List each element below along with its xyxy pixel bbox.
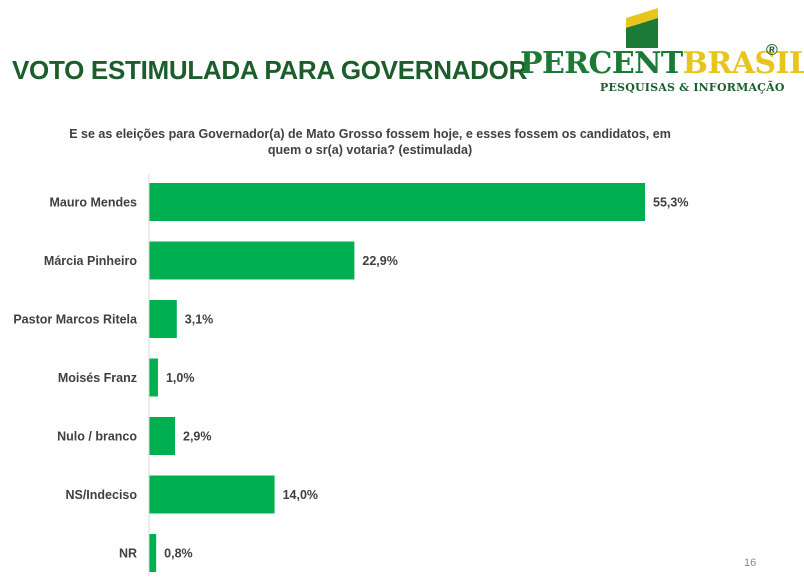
category-label-ns-indeciso: NS/Indeciso	[65, 488, 137, 502]
category-label-nulo-branco: Nulo / branco	[57, 430, 137, 444]
percentbrasil-logo: PERCENTBRASIL ® PESQUISAS & INFORMAÇÃO	[520, 4, 804, 100]
value-label-nr: 0,8%	[164, 547, 193, 561]
category-label-mauro-mendes: Mauro Mendes	[49, 196, 137, 210]
category-label-moises-franz: Moisés Franz	[58, 371, 137, 385]
value-label-mauro-mendes: 55,3%	[653, 196, 688, 210]
bar-pastor-marcos-ritela	[149, 300, 177, 338]
page-number: 16	[744, 557, 757, 569]
bar-ns-indeciso	[149, 475, 275, 514]
bar-nulo-branco	[149, 417, 176, 455]
value-label-pastor-marcos-ritela: 3,1%	[185, 313, 214, 327]
logo-name-part1: PERCENT	[520, 46, 683, 81]
logo-registered-mark: ®	[766, 42, 778, 59]
value-label-ns-indeciso: 14,0%	[283, 488, 318, 502]
bar-mauro-mendes	[149, 183, 645, 221]
category-label-nr: NR	[119, 547, 137, 561]
value-label-moises-franz: 1,0%	[166, 371, 195, 385]
logo-name: PERCENTBRASIL	[520, 48, 804, 80]
value-label-nulo-branco: 2,9%	[183, 430, 212, 444]
logo-tagline: PESQUISAS & INFORMAÇÃO	[600, 81, 785, 94]
logo-flag-icon	[626, 8, 658, 48]
slide-title: VOTO ESTIMULADA PARA GOVERNADOR	[12, 55, 528, 85]
chart-question: E se as eleições para Governador(a) de M…	[69, 127, 671, 157]
bar-moises-franz	[149, 358, 158, 397]
bar-marcia-pinheiro	[149, 241, 355, 280]
value-label-marcia-pinheiro: 22,9%	[362, 254, 397, 268]
bar-nr	[149, 534, 157, 572]
category-label-marcia-pinheiro: Márcia Pinheiro	[44, 254, 137, 268]
bar-chart: Mauro Mendes 55,3% Márcia Pinheiro 22,9% Pas…	[13, 174, 688, 576]
logo-name-part2: BRASIL	[682, 46, 804, 81]
category-label-pastor-marcos-ritela: Pastor Marcos Ritela	[13, 313, 138, 327]
